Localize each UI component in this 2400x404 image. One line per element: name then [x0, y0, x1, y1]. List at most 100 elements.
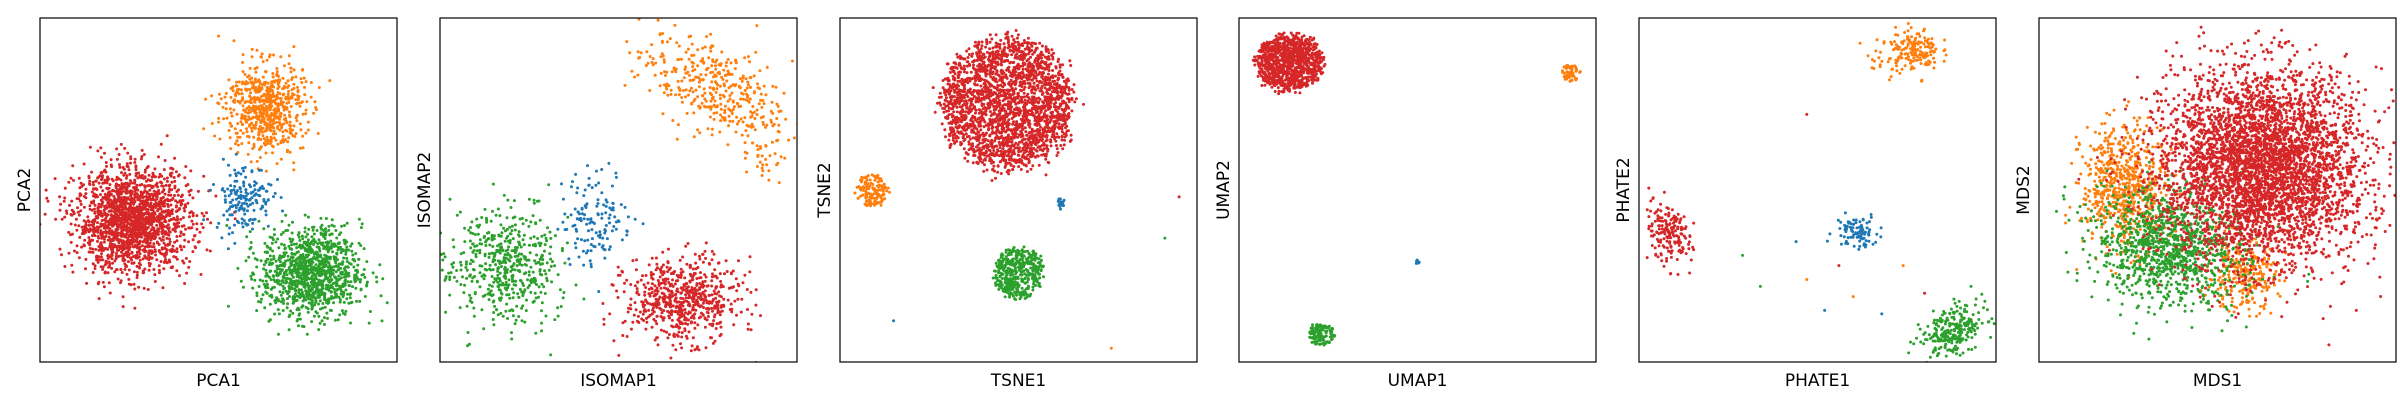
data-point [252, 116, 255, 119]
data-point [160, 143, 163, 146]
data-point [375, 280, 378, 283]
data-point [226, 117, 229, 120]
data-point [677, 123, 680, 126]
data-point [598, 243, 601, 246]
data-point [713, 118, 716, 121]
data-point [459, 306, 462, 309]
data-point [269, 139, 272, 142]
data-point [289, 121, 292, 124]
data-point [178, 173, 181, 176]
data-point [152, 175, 155, 178]
data-point [268, 121, 271, 124]
data-point [141, 244, 144, 247]
data-point [204, 98, 207, 101]
data-point [278, 290, 281, 293]
data-point [239, 136, 242, 139]
data-point [216, 102, 219, 105]
data-point [104, 205, 107, 208]
data-point [282, 135, 285, 138]
data-point [605, 205, 608, 208]
data-point [470, 220, 473, 223]
data-point [131, 252, 134, 255]
data-point [618, 220, 621, 223]
data-point [139, 259, 142, 262]
data-point [240, 280, 243, 283]
data-point [380, 294, 383, 297]
data-point [498, 283, 501, 286]
data-point [119, 268, 122, 271]
data-point [84, 196, 87, 199]
data-point [260, 259, 263, 262]
data-point [597, 202, 600, 205]
data-point [581, 212, 584, 215]
data-point [688, 58, 691, 61]
data-point [747, 55, 750, 58]
data-point [91, 239, 94, 242]
data-point [210, 94, 213, 97]
data-point [80, 185, 83, 188]
data-point [748, 270, 751, 273]
data-point [247, 153, 250, 156]
data-point [170, 266, 173, 269]
data-point [305, 80, 308, 83]
data-point [611, 229, 614, 232]
data-point [539, 219, 542, 222]
data-point [155, 198, 158, 201]
data-point [349, 245, 352, 248]
data-point [711, 60, 714, 63]
data-point [229, 184, 232, 187]
data-point [711, 133, 714, 136]
data-point [172, 197, 175, 200]
data-point [236, 88, 239, 91]
data-point [139, 240, 142, 243]
data-point [753, 74, 756, 77]
data-point [469, 300, 472, 303]
data-point [138, 262, 141, 265]
data-point [541, 262, 544, 265]
data-point [497, 208, 500, 211]
data-point [188, 215, 191, 218]
data-point [296, 261, 299, 264]
data-point [323, 316, 326, 319]
data-point [545, 315, 548, 318]
data-point [736, 123, 739, 126]
data-point [512, 314, 515, 317]
data-point [129, 189, 132, 192]
data-point [77, 224, 80, 227]
data-point [543, 250, 546, 253]
data-point [523, 272, 526, 275]
data-point [363, 276, 366, 279]
data-point [724, 105, 727, 108]
data-point [297, 89, 300, 92]
data-point [305, 306, 308, 309]
data-point [128, 227, 131, 230]
data-point [595, 170, 598, 173]
data-point [644, 328, 647, 331]
data-point [288, 224, 291, 227]
data-point [343, 268, 346, 271]
data-point [433, 296, 436, 299]
data-point [275, 111, 278, 114]
data-point [693, 135, 696, 138]
data-point [600, 191, 603, 194]
data-point [444, 311, 447, 314]
data-point [690, 61, 693, 64]
data-point [242, 185, 245, 188]
data-point [712, 75, 715, 78]
data-point [154, 248, 157, 251]
data-point [660, 329, 663, 332]
data-point [335, 284, 338, 287]
data-point [540, 235, 543, 238]
data-point [45, 197, 48, 200]
data-point [567, 257, 570, 260]
data-point [99, 193, 102, 196]
data-point [149, 262, 152, 265]
data-point [221, 187, 224, 190]
data-point [117, 245, 120, 248]
data-point [747, 83, 750, 86]
data-point [702, 61, 705, 64]
data-point [740, 117, 743, 120]
data-point [279, 55, 282, 58]
data-point [278, 78, 281, 81]
data-point [687, 48, 690, 51]
